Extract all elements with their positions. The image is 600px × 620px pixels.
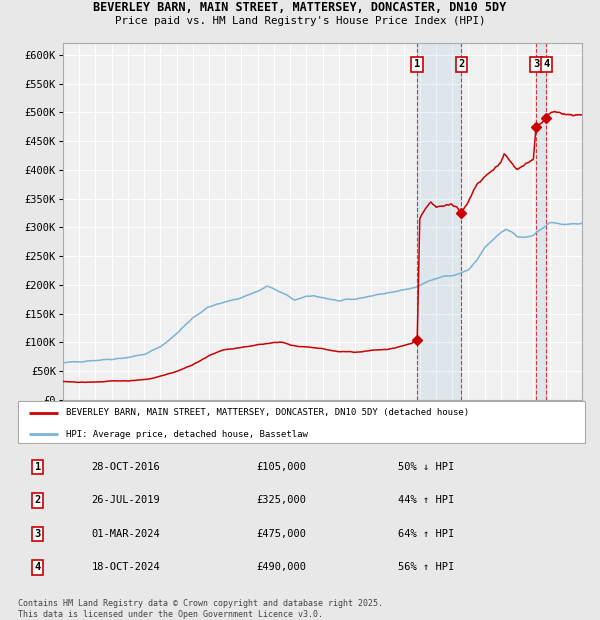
Text: £475,000: £475,000	[256, 529, 306, 539]
Text: 3: 3	[35, 529, 41, 539]
Text: 4: 4	[543, 60, 550, 69]
Text: 4: 4	[35, 562, 41, 572]
Text: 64% ↑ HPI: 64% ↑ HPI	[398, 529, 454, 539]
Text: 3: 3	[533, 60, 539, 69]
Text: 2: 2	[35, 495, 41, 505]
Text: £325,000: £325,000	[256, 495, 306, 505]
Text: BEVERLEY BARN, MAIN STREET, MATTERSEY, DONCASTER, DN10 5DY (detached house): BEVERLEY BARN, MAIN STREET, MATTERSEY, D…	[66, 409, 469, 417]
Text: Contains HM Land Registry data © Crown copyright and database right 2025.
This d: Contains HM Land Registry data © Crown c…	[18, 600, 383, 619]
Text: 28-OCT-2016: 28-OCT-2016	[92, 462, 160, 472]
Text: 44% ↑ HPI: 44% ↑ HPI	[398, 495, 454, 505]
Text: 1: 1	[35, 462, 41, 472]
Bar	[417, 43, 461, 400]
Text: 26-JUL-2019: 26-JUL-2019	[92, 495, 160, 505]
Text: 56% ↑ HPI: 56% ↑ HPI	[398, 562, 454, 572]
Text: Price paid vs. HM Land Registry's House Price Index (HPI): Price paid vs. HM Land Registry's House …	[115, 16, 485, 26]
Text: 18-OCT-2024: 18-OCT-2024	[92, 562, 160, 572]
Text: BEVERLEY BARN, MAIN STREET, MATTERSEY, DONCASTER, DN10 5DY: BEVERLEY BARN, MAIN STREET, MATTERSEY, D…	[94, 1, 506, 14]
Text: 01-MAR-2024: 01-MAR-2024	[92, 529, 160, 539]
Text: 50% ↓ HPI: 50% ↓ HPI	[398, 462, 454, 472]
Text: HPI: Average price, detached house, Bassetlaw: HPI: Average price, detached house, Bass…	[66, 430, 308, 438]
Text: £105,000: £105,000	[256, 462, 306, 472]
Bar	[536, 43, 547, 400]
Text: 2: 2	[458, 60, 464, 69]
Text: 1: 1	[414, 60, 420, 69]
Text: £490,000: £490,000	[256, 562, 306, 572]
